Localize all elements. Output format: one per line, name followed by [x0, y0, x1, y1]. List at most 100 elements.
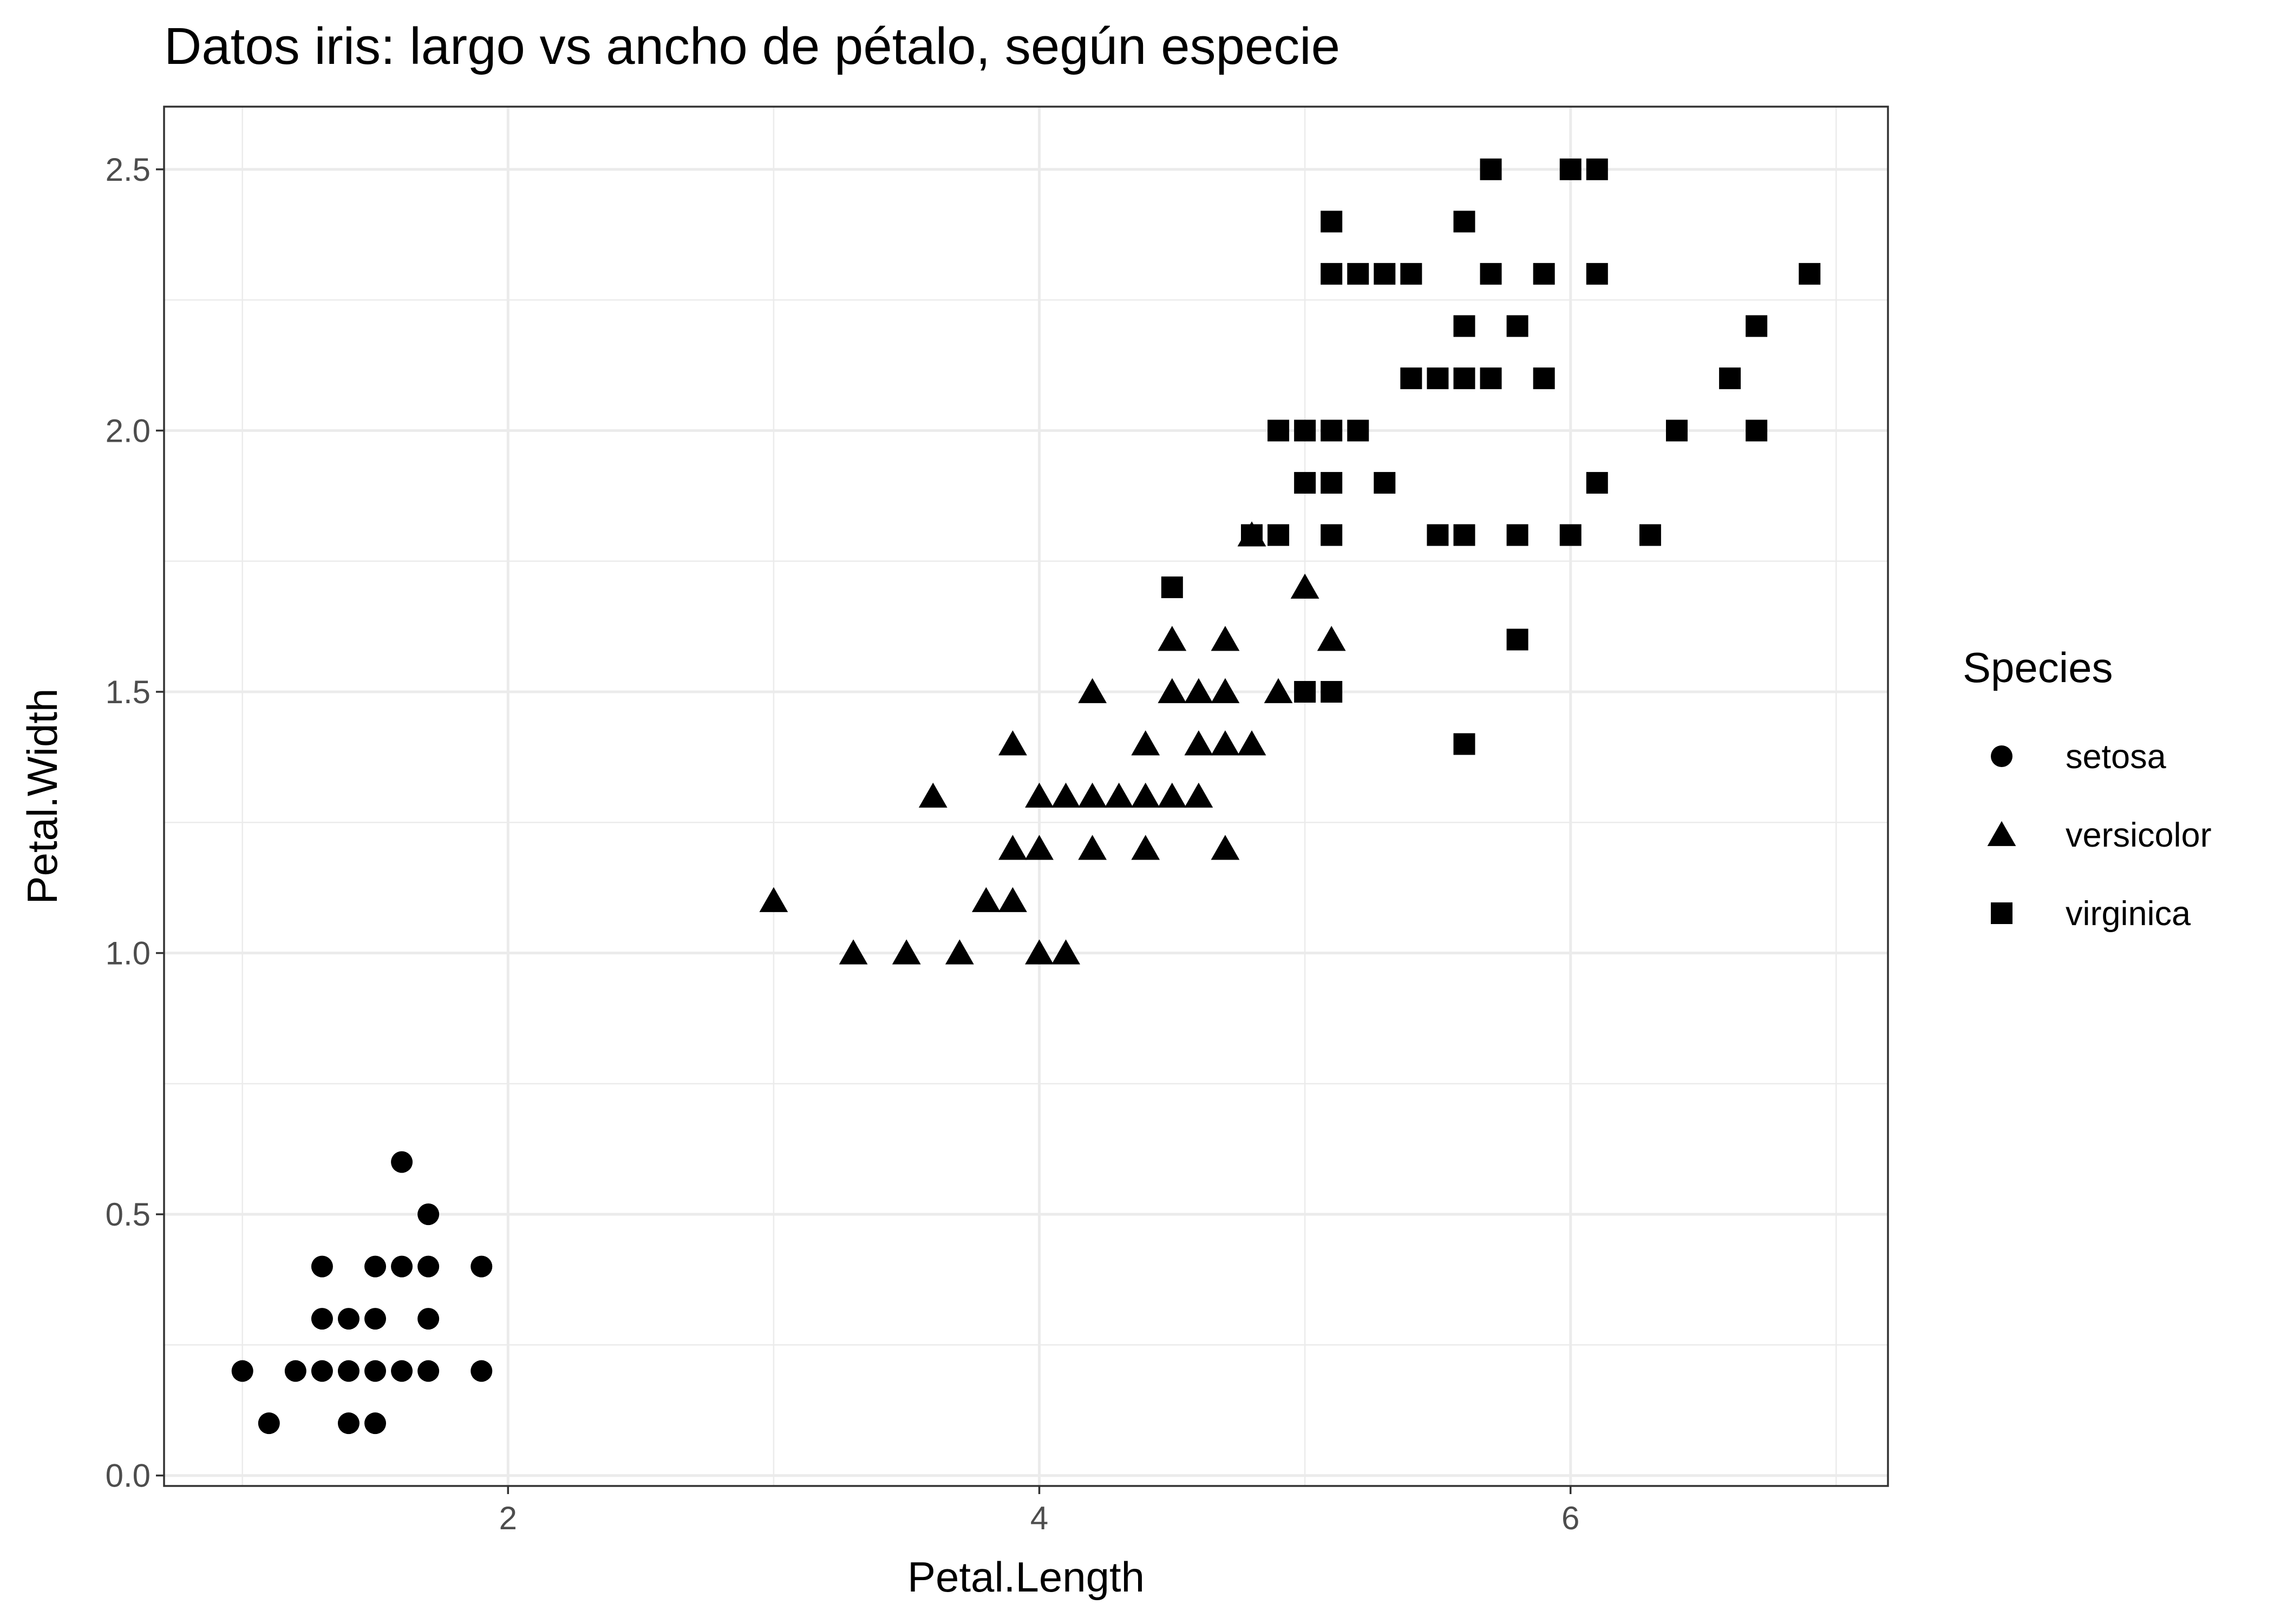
data-point-versicolor [918, 782, 948, 808]
data-point-versicolor [1105, 782, 1134, 808]
legend-label-setosa: setosa [2066, 738, 2167, 776]
plot-area [163, 106, 1889, 1487]
data-point-versicolor [1184, 782, 1213, 808]
data-point-virginica [1480, 263, 1502, 285]
legend-key-virginica [1991, 902, 2012, 924]
data-point-setosa [258, 1412, 280, 1435]
data-point-virginica [1559, 524, 1582, 546]
data-point-setosa [311, 1255, 333, 1278]
data-point-virginica [1374, 472, 1396, 494]
data-point-setosa [391, 1151, 413, 1173]
data-point-setosa [364, 1255, 387, 1278]
data-point-virginica [1506, 315, 1528, 337]
data-point-setosa [364, 1412, 387, 1435]
data-point-virginica [1400, 367, 1422, 389]
data-point-virginica [1799, 263, 1821, 285]
legend-items: setosa versicolor virginica [1987, 738, 2212, 933]
data-point-virginica [1746, 420, 1768, 442]
data-point-versicolor [1051, 782, 1080, 808]
data-point-virginica [1453, 211, 1475, 233]
data-point-virginica [1321, 680, 1343, 703]
plot-border [163, 106, 1889, 1487]
data-point-versicolor [998, 835, 1027, 860]
data-point-virginica [1347, 420, 1369, 442]
data-point-versicolor [1078, 782, 1107, 808]
data-point-versicolor [1211, 678, 1240, 703]
data-point-versicolor [1158, 626, 1187, 651]
data-point-setosa [417, 1360, 440, 1382]
data-point-versicolor [1025, 835, 1054, 860]
y-tick-label: 0.0 [106, 1458, 151, 1494]
data-point-versicolor [1025, 782, 1054, 808]
data-point-virginica [1161, 576, 1183, 598]
data-point-setosa [337, 1308, 360, 1330]
data-point-versicolor [1131, 835, 1160, 860]
data-point-setosa [391, 1360, 413, 1382]
data-point-virginica [1241, 524, 1263, 546]
data-point-versicolor [998, 887, 1027, 912]
x-tick-label: 2 [499, 1500, 517, 1536]
data-point-virginica [1400, 263, 1422, 285]
y-tick-label: 0.5 [106, 1196, 151, 1233]
data-point-virginica [1480, 367, 1502, 389]
data-point-setosa [231, 1360, 253, 1382]
data-point-versicolor [1184, 730, 1213, 756]
x-axis-title: Petal.Length [907, 1553, 1145, 1601]
data-point-virginica [1665, 420, 1688, 442]
data-point-versicolor [892, 939, 921, 965]
data-point-setosa [337, 1412, 360, 1435]
data-point-virginica [1453, 733, 1475, 755]
data-point-versicolor [1237, 730, 1266, 756]
data-point-setosa [364, 1360, 387, 1382]
data-point-virginica [1559, 158, 1582, 180]
data-point-virginica [1586, 263, 1608, 285]
data-point-versicolor [945, 939, 974, 965]
data-point-virginica [1453, 315, 1475, 337]
x-tick-label: 6 [1561, 1500, 1579, 1536]
data-point-versicolor [1078, 678, 1107, 703]
data-point-versicolor [1317, 626, 1346, 651]
data-point-setosa [284, 1360, 306, 1382]
data-point-versicolor [1184, 678, 1213, 703]
y-axis: 0.0 0.5 1.0 1.5 2.0 2.5 [106, 152, 164, 1494]
data-point-setosa [311, 1360, 333, 1382]
data-points [231, 158, 1821, 1435]
data-point-virginica [1746, 315, 1768, 337]
data-point-versicolor [1211, 835, 1240, 860]
data-point-virginica [1533, 263, 1555, 285]
data-point-versicolor [1025, 939, 1054, 965]
data-point-virginica [1294, 680, 1316, 703]
data-point-virginica [1453, 524, 1475, 546]
data-point-versicolor [1211, 626, 1240, 651]
data-point-versicolor [1158, 782, 1187, 808]
data-point-versicolor [1290, 573, 1319, 599]
data-point-setosa [471, 1255, 493, 1278]
data-point-setosa [337, 1360, 360, 1382]
data-point-setosa [417, 1308, 440, 1330]
legend-key-versicolor [1987, 821, 2016, 846]
data-point-versicolor [1131, 730, 1160, 756]
data-point-setosa [417, 1255, 440, 1278]
data-point-setosa [471, 1360, 493, 1382]
data-point-virginica [1321, 211, 1343, 233]
data-point-virginica [1321, 524, 1343, 546]
data-point-virginica [1586, 472, 1608, 494]
data-point-virginica [1586, 158, 1608, 180]
legend-key-setosa [1991, 745, 2012, 767]
data-point-virginica [1374, 263, 1396, 285]
y-tick-label: 1.0 [106, 935, 151, 972]
data-point-virginica [1321, 420, 1343, 442]
data-point-virginica [1321, 472, 1343, 494]
data-point-virginica [1480, 158, 1502, 180]
y-tick-label: 1.5 [106, 674, 151, 710]
data-point-virginica [1506, 524, 1528, 546]
data-point-setosa [311, 1308, 333, 1330]
data-point-versicolor [839, 939, 868, 965]
data-point-virginica [1267, 420, 1290, 442]
x-tick-label: 4 [1030, 1500, 1048, 1536]
data-point-versicolor [998, 730, 1027, 756]
data-point-versicolor [972, 887, 1001, 912]
legend-label-virginica: virginica [2066, 895, 2191, 933]
data-point-virginica [1294, 472, 1316, 494]
